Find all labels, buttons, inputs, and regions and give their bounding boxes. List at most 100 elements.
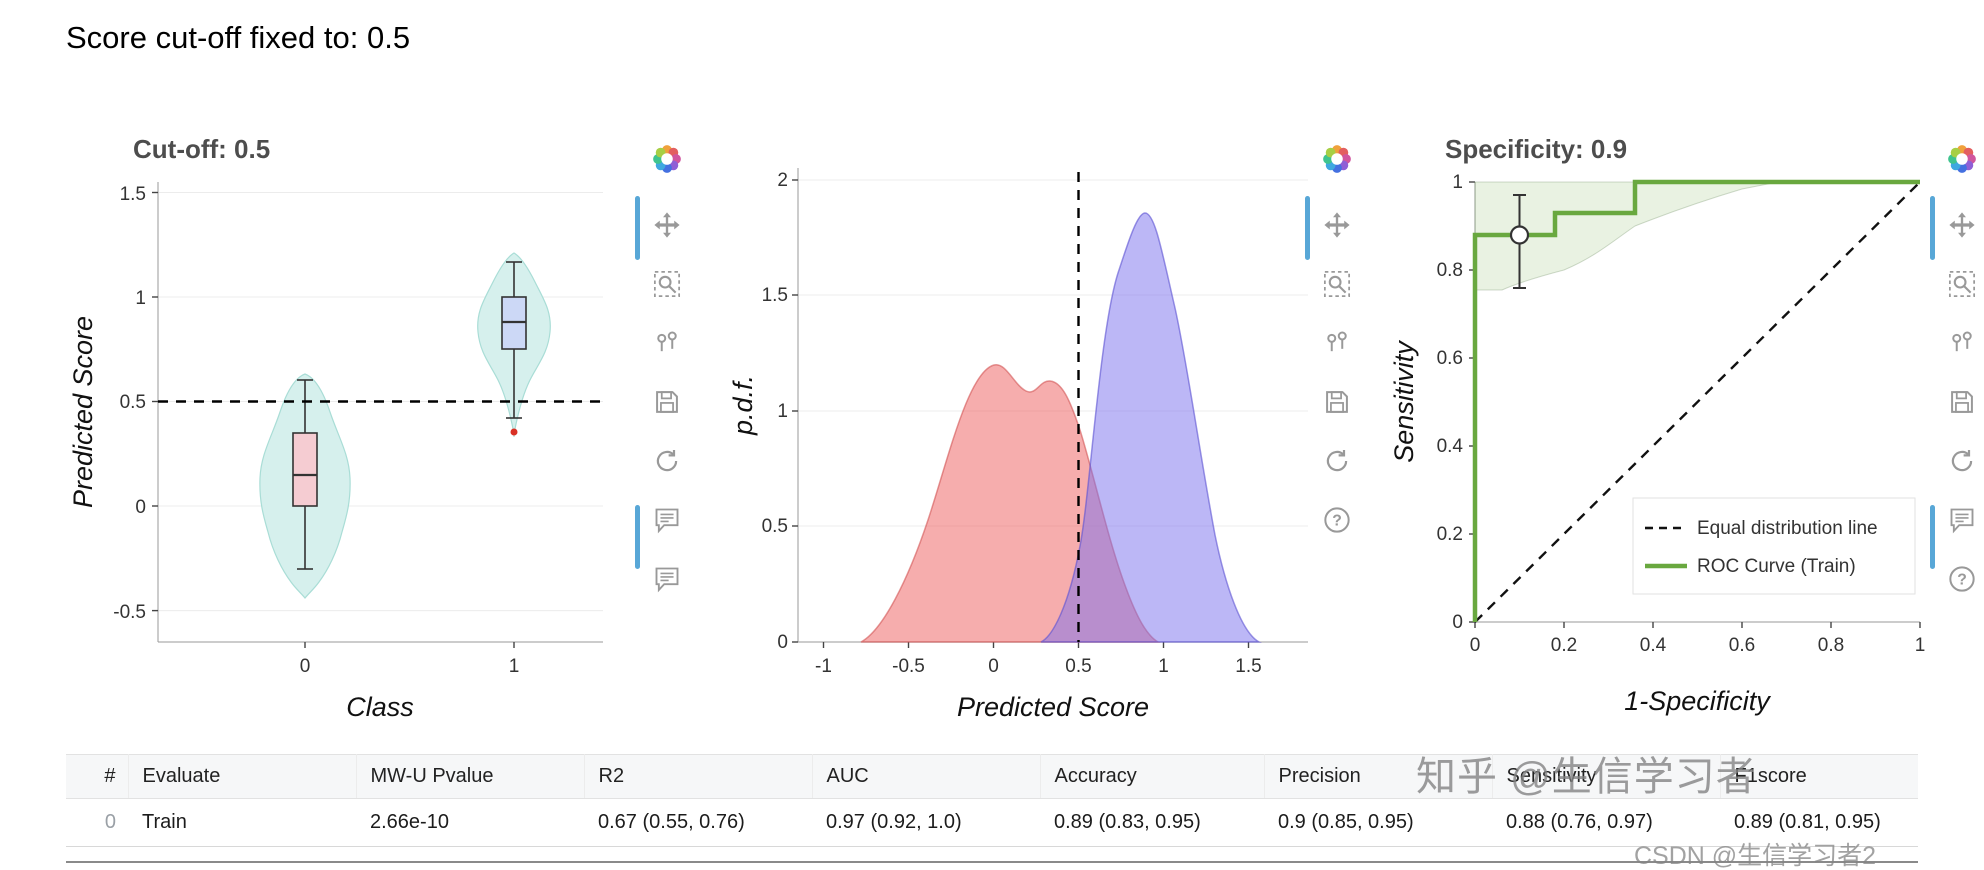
x-tick-label: 1 bbox=[509, 656, 520, 677]
cell-precision: 0.9 (0.85, 0.95) bbox=[1264, 798, 1492, 847]
box-class-1 bbox=[501, 261, 527, 419]
column-header-sensitivity: Sensitivity bbox=[1492, 754, 1721, 799]
reset-axes-button[interactable] bbox=[653, 447, 681, 475]
comment-button[interactable] bbox=[653, 506, 681, 534]
column-header-mwu-pvalue: MW-U Pvalue bbox=[356, 754, 585, 799]
save-button[interactable] bbox=[1948, 388, 1976, 416]
legend[interactable]: Equal distribution line ROC Curve (Train… bbox=[1632, 497, 1916, 595]
column-header-accuracy: Accuracy bbox=[1040, 754, 1265, 799]
x-tick-label: 0.8 bbox=[1818, 635, 1844, 656]
y-tick-label: 0.5 bbox=[762, 516, 788, 537]
confidence-band bbox=[1474, 181, 1779, 291]
results-table: # Evaluate MW-U Pvalue R2 AUC Accuracy P… bbox=[66, 754, 1918, 847]
x-tick-label: 0 bbox=[1470, 635, 1481, 656]
help-button[interactable] bbox=[1323, 506, 1351, 534]
tick-marks bbox=[1469, 181, 1921, 628]
y-tick-label: 0 bbox=[135, 497, 146, 518]
table-bottom-divider bbox=[66, 861, 1918, 863]
plotly-logo-icon bbox=[1322, 144, 1352, 174]
y-tick-label: 0.6 bbox=[1437, 348, 1463, 369]
comment-button-2[interactable] bbox=[653, 565, 681, 593]
legend-label: ROC Curve (Train) bbox=[1697, 556, 1856, 577]
axis-lines bbox=[157, 182, 603, 643]
legend-item-roc-train[interactable]: ROC Curve (Train) bbox=[1645, 556, 1856, 577]
plotly-modebar bbox=[650, 144, 684, 593]
blue-accent-bar bbox=[635, 505, 640, 569]
pan-button[interactable] bbox=[1948, 211, 1976, 239]
compare-pins-icon bbox=[1323, 329, 1351, 357]
y-tick-label: 1 bbox=[135, 288, 146, 309]
violin-chart[interactable]: Cut-off: 0.5 bbox=[58, 110, 658, 740]
reset-axes-button[interactable] bbox=[1323, 447, 1351, 475]
grid-lines bbox=[798, 179, 1308, 527]
blue-accent-bar bbox=[1930, 505, 1935, 569]
y-axis-label: Sensitivity bbox=[1389, 340, 1419, 463]
help-icon bbox=[1323, 506, 1351, 534]
pan-icon bbox=[1323, 211, 1351, 239]
chart-title: Cut-off: 0.5 bbox=[133, 134, 270, 164]
column-header-index: # bbox=[66, 754, 129, 799]
comment-button[interactable] bbox=[1948, 506, 1976, 534]
plotly-logo-icon bbox=[1947, 144, 1977, 174]
cell-index: 0 bbox=[66, 798, 128, 847]
compare-hover-button[interactable] bbox=[1948, 329, 1976, 357]
column-header-evaluate: Evaluate bbox=[128, 754, 357, 799]
x-axis-label: Predicted Score bbox=[957, 692, 1149, 722]
help-button[interactable] bbox=[1948, 565, 1976, 593]
comment-icon bbox=[1948, 506, 1976, 534]
save-button[interactable] bbox=[1323, 388, 1351, 416]
x-axis-label: Class bbox=[346, 692, 414, 722]
pan-icon bbox=[1948, 211, 1976, 239]
x-tick-label: -0.5 bbox=[892, 656, 925, 677]
y-tick-label: 2 bbox=[777, 170, 788, 191]
x-tick-label: -1 bbox=[815, 656, 832, 677]
reset-icon bbox=[1323, 447, 1351, 475]
x-tick-label: 0.5 bbox=[1065, 656, 1091, 677]
x-tick-label: 0.4 bbox=[1640, 635, 1667, 656]
zoom-button[interactable] bbox=[1948, 270, 1976, 298]
density-chart[interactable]: 2 1.5 1 0.5 0 -1 -0.5 0 0.5 1 1.5 p.d.f.… bbox=[728, 110, 1328, 740]
legend-label: Equal distribution line bbox=[1697, 518, 1878, 539]
plotly-logo-button[interactable] bbox=[1947, 144, 1977, 174]
save-icon bbox=[1948, 388, 1976, 416]
legend-item-equal-distribution[interactable]: Equal distribution line bbox=[1645, 518, 1878, 539]
column-header-r2: R2 bbox=[584, 754, 813, 799]
x-tick-label: 0 bbox=[988, 656, 999, 677]
plotly-logo-button[interactable] bbox=[652, 144, 682, 174]
save-button[interactable] bbox=[653, 388, 681, 416]
comment-icon bbox=[653, 506, 681, 534]
cell-evaluate: Train bbox=[128, 798, 356, 847]
y-tick-label: 0.8 bbox=[1437, 260, 1463, 281]
cell-r2: 0.67 (0.55, 0.76) bbox=[584, 798, 812, 847]
save-icon bbox=[1323, 388, 1351, 416]
compare-hover-button[interactable] bbox=[1323, 329, 1351, 357]
roc-chart[interactable]: Specificity: 0.9 bbox=[1385, 110, 1930, 740]
help-icon bbox=[1948, 565, 1976, 593]
x-tick-label: 0.6 bbox=[1729, 635, 1755, 656]
y-tick-label: 1 bbox=[777, 401, 788, 422]
y-tick-label: 0.2 bbox=[1437, 524, 1463, 545]
blue-accent-bar bbox=[1305, 196, 1310, 260]
zoom-icon bbox=[1948, 270, 1976, 298]
column-header-precision: Precision bbox=[1264, 754, 1493, 799]
compare-hover-button[interactable] bbox=[653, 329, 681, 357]
tick-marks bbox=[792, 179, 1250, 648]
pan-button[interactable] bbox=[653, 211, 681, 239]
zoom-button[interactable] bbox=[653, 270, 681, 298]
chart-title: Specificity: 0.9 bbox=[1445, 134, 1627, 164]
x-tick-label: 1 bbox=[1915, 635, 1926, 656]
y-tick-label: 1 bbox=[1452, 172, 1463, 193]
pan-icon bbox=[653, 211, 681, 239]
density-class-1 bbox=[1040, 212, 1262, 643]
pan-button[interactable] bbox=[1323, 211, 1351, 239]
comment-icon bbox=[653, 565, 681, 593]
zoom-button[interactable] bbox=[1323, 270, 1351, 298]
plotly-modebar bbox=[1945, 144, 1979, 593]
x-tick-label: 1 bbox=[1158, 656, 1169, 677]
plotly-logo-button[interactable] bbox=[1322, 144, 1352, 174]
y-tick-label: 0.5 bbox=[120, 392, 146, 413]
x-tick-label: 1.5 bbox=[1235, 656, 1261, 677]
y-tick-label: 1.5 bbox=[762, 285, 788, 306]
reset-axes-button[interactable] bbox=[1948, 447, 1976, 475]
